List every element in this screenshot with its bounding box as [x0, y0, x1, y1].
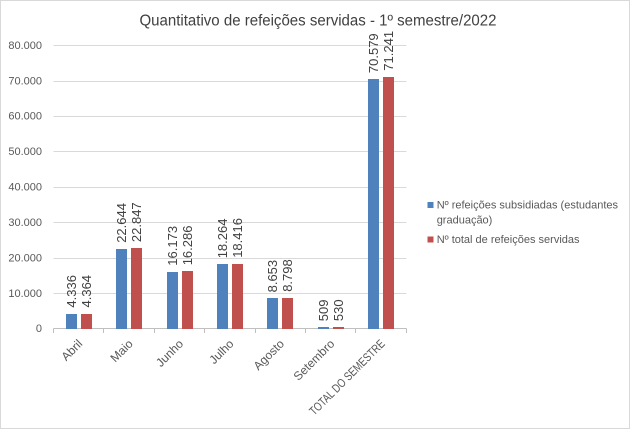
svg-text:10.000: 10.000: [8, 288, 42, 300]
svg-text:8.653: 8.653: [265, 260, 280, 293]
svg-text:71.241: 71.241: [381, 31, 396, 71]
svg-text:Nº total de refeições servidas: Nº total de refeições servidas: [437, 234, 580, 246]
svg-text:509: 509: [316, 299, 331, 321]
svg-text:graduação): graduação): [437, 214, 493, 226]
svg-text:Nº refeições subsidiadas (estu: Nº refeições subsidiadas (estudantes: [437, 199, 619, 211]
svg-text:4.336: 4.336: [64, 275, 79, 308]
svg-text:70.000: 70.000: [8, 75, 42, 87]
svg-text:16.173: 16.173: [165, 226, 180, 266]
svg-text:70.579: 70.579: [366, 33, 381, 73]
svg-text:16.286: 16.286: [180, 226, 195, 266]
svg-text:530: 530: [331, 299, 346, 321]
svg-text:40.000: 40.000: [8, 182, 42, 194]
svg-text:22.644: 22.644: [114, 203, 129, 243]
svg-text:18.416: 18.416: [230, 218, 245, 258]
svg-text:30.000: 30.000: [8, 217, 42, 229]
svg-text:18.264: 18.264: [215, 219, 230, 259]
svg-text:60.000: 60.000: [8, 111, 42, 123]
svg-text:8.798: 8.798: [280, 259, 295, 292]
svg-text:20.000: 20.000: [8, 252, 42, 264]
svg-text:Quantitativo de refeições serv: Quantitativo de refeições servidas - 1º …: [140, 12, 497, 29]
svg-text:4.364: 4.364: [79, 275, 94, 308]
svg-text:0: 0: [36, 323, 42, 335]
svg-text:80.000: 80.000: [8, 40, 42, 52]
svg-text:50.000: 50.000: [8, 146, 42, 158]
svg-text:22.847: 22.847: [129, 202, 144, 242]
